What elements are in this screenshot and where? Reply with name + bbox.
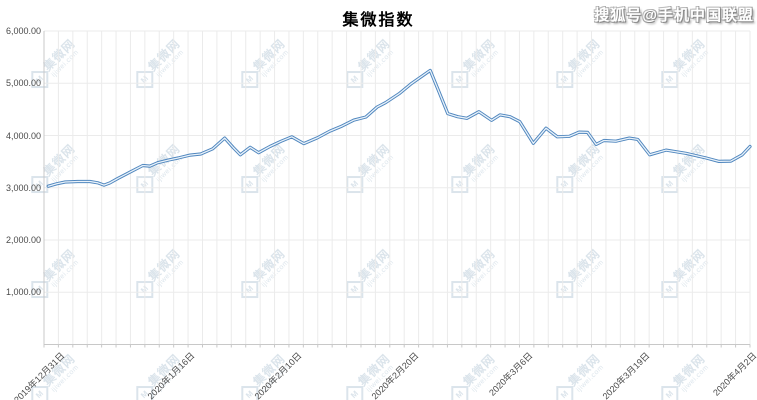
- sohu-account-watermark: 搜狐号@手机中国联盟: [594, 7, 754, 24]
- y-tick-label: 6,000.00: [5, 26, 41, 36]
- y-tick-label: 3,000.00: [5, 182, 41, 193]
- index-line: [46, 68, 752, 188]
- y-tick-label: 4,000.00: [5, 130, 41, 141]
- y-tick-label: 2,000.00: [5, 235, 41, 245]
- y-tick-label: 5,000.00: [5, 78, 41, 89]
- index-line: [47, 69, 751, 187]
- y-tick-label: 1,000.00: [5, 287, 41, 298]
- chart-title: 集微指数: [342, 12, 415, 29]
